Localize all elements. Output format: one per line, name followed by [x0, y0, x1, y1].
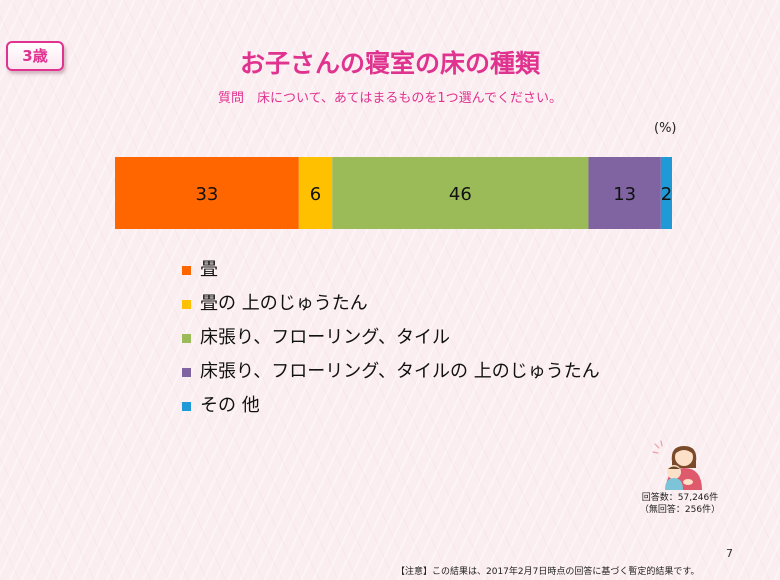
- bar-segment-1: [298, 157, 333, 229]
- footnote: 【注意】この結果は、2017年2月7日時点の回答に基づく暫定的結果です。: [396, 567, 700, 577]
- no-response-count: （無回答：256件）: [639, 505, 721, 515]
- page-number: 7: [726, 547, 733, 560]
- legend-swatch: [182, 402, 191, 411]
- bar-value-label-1: 6: [310, 184, 321, 205]
- mother-and-child-icon: [650, 438, 714, 492]
- stacked-bar-svg: 33 6 46 13 2: [115, 157, 672, 229]
- page-title: お子さんの寝室の床の種類: [239, 49, 540, 78]
- bar-value-label-0: 33: [195, 184, 218, 205]
- legend-label: 床張り、フローリング、タイルの 上のじゅうたん: [200, 361, 600, 382]
- legend-swatch: [182, 266, 191, 275]
- legend-label: 畳の 上のじゅうたん: [200, 293, 368, 314]
- legend-swatch: [182, 334, 191, 343]
- question-text: 質問 床について、あてはまるものを1つ選んでください。: [217, 91, 563, 106]
- bar-value-label-4: 2: [661, 184, 672, 205]
- response-total: 回答数：57,246件: [641, 493, 719, 503]
- legend-label: 畳: [200, 259, 218, 280]
- legend-label: 床張り、フローリング、タイル: [200, 327, 451, 348]
- bar-segment-0: [115, 157, 299, 229]
- bar-value-label-3: 13: [613, 184, 636, 205]
- age-badge: 3歳: [6, 41, 64, 71]
- unit-label: (%): [654, 121, 677, 136]
- bar-segment-4: [660, 157, 672, 229]
- bar-segment-3: [588, 157, 661, 229]
- legend-swatch: [182, 300, 191, 309]
- bar-segment-2: [332, 157, 589, 229]
- response-count: 回答数：57,246件 （無回答：256件）: [620, 492, 740, 516]
- bar-value-label-2: 46: [449, 184, 472, 205]
- legend-swatch: [182, 368, 191, 377]
- stacked-bar-chart: 33 6 46 13 2: [115, 157, 672, 229]
- legend-label: その 他: [200, 395, 260, 416]
